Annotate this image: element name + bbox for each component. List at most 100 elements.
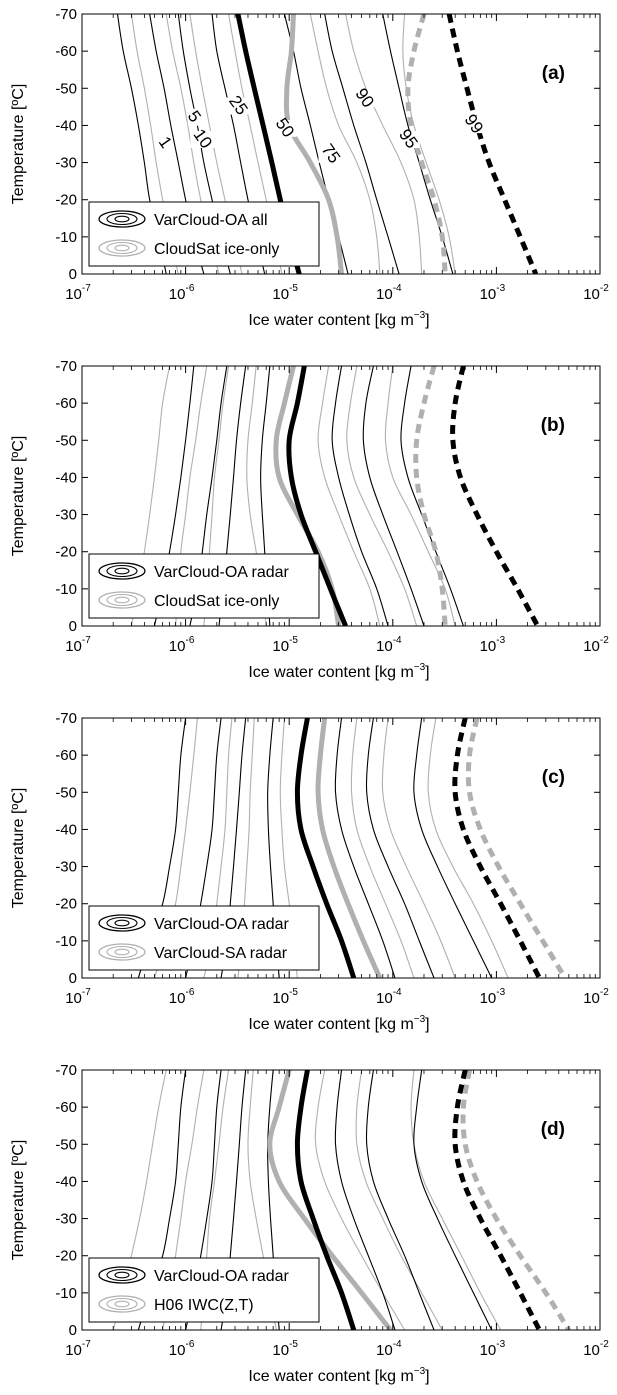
x-tick-label: 10-6 (169, 283, 195, 303)
legend-contour-icon (114, 596, 130, 604)
y-tick-label: -50 (55, 432, 77, 449)
y-tick-label: -40 (55, 117, 77, 134)
legend-entry: CloudSat ice-only (98, 591, 279, 610)
y-axis-label: Temperature [ºC] (10, 788, 27, 909)
x-axis-label: Ice water content [kg m−3] (248, 1366, 429, 1385)
y-tick-label: -40 (55, 469, 77, 486)
legend-contour-icon (98, 1295, 146, 1313)
percentile-label-bg (158, 134, 171, 152)
legend-contour-icon (98, 239, 146, 257)
y-tick-label: -10 (55, 1285, 77, 1302)
x-tick-label: 10-4 (376, 635, 402, 655)
y-tick-label: -30 (55, 155, 77, 172)
series-line-grey-p95 (410, 1070, 502, 1330)
series-line-grey-p75 (314, 1070, 406, 1330)
x-tick-label: 10-6 (169, 987, 195, 1007)
x-tick-label: 10-5 (272, 635, 298, 655)
y-tick-label: -50 (55, 80, 77, 97)
y-tick-label: 0 (69, 1322, 77, 1339)
y-tick-label: -20 (55, 1248, 77, 1265)
x-tick-label: 10-7 (65, 635, 91, 655)
series-line-black-p99 (446, 14, 539, 274)
percentile-label-bg (225, 97, 250, 115)
series-line-black-p90 (365, 1070, 435, 1330)
legend-entry: VarCloud-OA radar (98, 562, 290, 581)
series-line-black-p75 (331, 366, 389, 626)
y-tick-label: -60 (55, 395, 77, 412)
panel-label: (b) (541, 415, 565, 436)
legend: VarCloud-OA radar H06 IWC(Z,T) (88, 1257, 320, 1323)
series-line-grey-p90 (381, 718, 456, 978)
series-line-black-p75 (334, 1070, 396, 1330)
legend-contour-icon (106, 564, 138, 578)
x-tick-label: 10-3 (480, 1339, 506, 1359)
legend-contour-icon (106, 1268, 138, 1282)
y-tick-label: 0 (69, 618, 77, 635)
chart-panel-b: -70 -60 -50 -40 -30 -20 -10 010-7 10-6 10-5 10-4 10… (10, 358, 609, 681)
legend-label: VarCloud-OA radar (154, 564, 290, 581)
y-tick-label: 0 (69, 266, 77, 283)
y-tick-label: -20 (55, 192, 77, 209)
series-line-grey-p95 (427, 718, 509, 978)
legend-entry: VarCloud-OA all (98, 210, 268, 229)
legend-label: VarCloud-SA radar (154, 945, 288, 962)
y-axis-label: Temperature [ºC] (10, 84, 27, 205)
x-tick-label: 10-3 (480, 987, 506, 1007)
x-tick-label: 10-2 (583, 987, 609, 1007)
chart-panel-a: -70 -60 -50 -40 -30 -20 -10 010-7 10-6 10-5 10-4 10… (10, 6, 609, 329)
series-line-grey-p90 (346, 366, 418, 626)
series-line-black-p50 (294, 718, 357, 978)
x-axis-label: Ice water content [kg m−3] (248, 310, 429, 329)
y-tick-label: -30 (55, 859, 77, 876)
x-tick-label: 10-4 (376, 1339, 402, 1359)
y-tick-label: -50 (55, 1136, 77, 1153)
legend-entry: VarCloud-SA radar (98, 943, 288, 962)
legend-contour-icon (98, 591, 146, 609)
y-tick-label: -60 (55, 1099, 77, 1116)
percentile-label-bg (395, 131, 420, 148)
series-line-grey-p75 (317, 366, 381, 626)
legend-label: CloudSat ice-only (154, 241, 279, 258)
panel-label: (d) (541, 1119, 565, 1140)
legend-contour-icon (98, 914, 146, 932)
y-tick-label: -70 (55, 1062, 77, 1079)
chart-panel-c: -70 -60 -50 -40 -30 -20 -10 010-7 10-6 10-5 10-4 10… (10, 710, 609, 1033)
legend-label: VarCloud-OA radar (154, 1268, 290, 1285)
legend-contour-icon (114, 1271, 130, 1279)
series-line-grey-p99 (405, 14, 448, 274)
x-tick-label: 10-6 (169, 635, 195, 655)
x-tick-label: 10-5 (272, 987, 298, 1007)
y-tick-label: -10 (55, 229, 77, 246)
x-tick-label: 10-6 (169, 1339, 195, 1359)
x-axis-label: Ice water content [kg m−3] (248, 1014, 429, 1033)
legend-entry: VarCloud-OA radar (98, 914, 290, 933)
percentile-label-bg (272, 119, 297, 137)
y-tick-label: -60 (55, 747, 77, 764)
percentile-label-bg (352, 90, 377, 108)
x-axis-label: Ice water content [kg m−3] (248, 662, 429, 681)
legend-contour-icon (98, 210, 146, 228)
legend: VarCloud-OA all CloudSat ice-only (88, 201, 320, 267)
y-tick-label: 0 (69, 970, 77, 987)
series-group (137, 718, 568, 978)
x-tick-label: 10-4 (376, 987, 402, 1007)
y-tick-label: -10 (55, 933, 77, 950)
series-line-black-p95 (400, 366, 464, 626)
legend-label: CloudSat ice-only (154, 593, 279, 610)
y-axis-label: Temperature [ºC] (10, 1140, 27, 1261)
y-tick-label: -20 (55, 544, 77, 561)
series-line-grey-p99 (460, 1070, 571, 1330)
series-line-grey-p50 (283, 14, 345, 274)
plot-frame (81, 1069, 601, 1331)
legend-contour-icon (106, 593, 138, 607)
legend-contour-icon (106, 916, 138, 930)
legend-contour-icon (106, 212, 138, 226)
series-line-black-p90 (362, 366, 425, 626)
series-line-black-p90 (365, 718, 435, 978)
x-tick-label: 10-2 (583, 283, 609, 303)
y-tick-label: -70 (55, 358, 77, 375)
legend-contour-icon (106, 1297, 138, 1311)
series-line-black-p95 (413, 1070, 493, 1330)
series-line-grey-p90 (345, 14, 423, 274)
x-tick-label: 10-5 (272, 283, 298, 303)
